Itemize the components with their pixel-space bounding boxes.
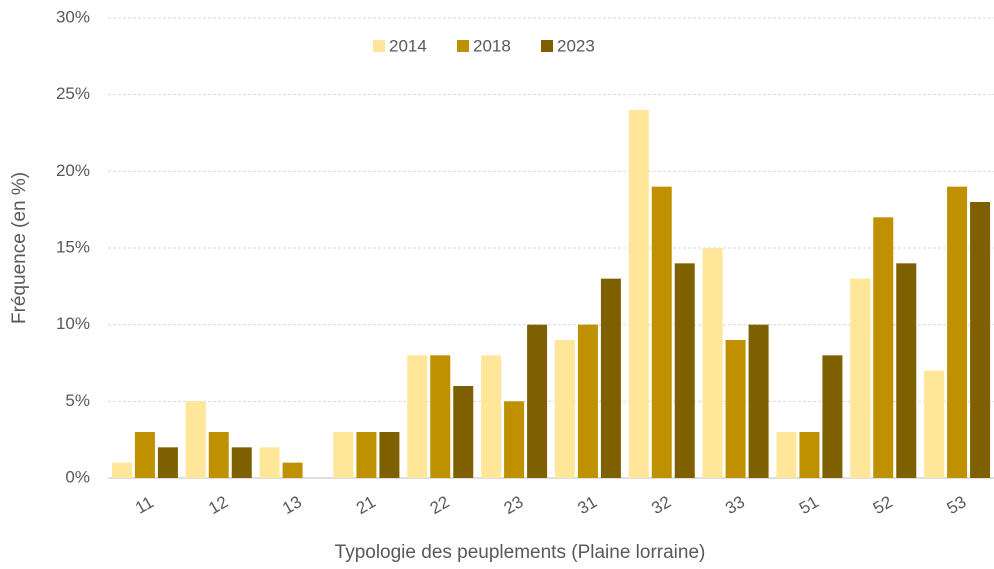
x-tick-label: 21 [353,492,379,518]
bar [504,401,525,478]
bar [776,432,797,478]
x-tick-label: 32 [648,492,674,518]
bar [527,324,548,478]
x-tick-label: 23 [501,492,527,518]
bar [134,432,155,478]
bar [379,432,400,478]
bar [970,202,991,478]
x-tick-label: 12 [205,492,231,518]
y-tick-label: 20% [56,161,90,180]
bar [799,432,820,478]
bar [651,186,672,478]
x-tick-label: 11 [132,492,157,517]
bar [208,432,229,478]
bar [157,447,178,478]
y-tick-label: 30% [56,7,90,26]
bar [111,462,132,478]
bar [577,324,598,478]
bar [702,248,723,478]
legend-swatch [457,40,469,52]
bar [873,217,894,479]
bar [481,355,502,478]
bar [282,462,303,478]
x-axis-title: Typologie des peuplements (Plaine lorrai… [335,542,706,563]
bar [453,386,474,478]
bar [356,432,377,478]
bar [259,447,280,478]
bar [600,278,621,478]
legend-swatch [541,40,553,52]
y-tick-label: 0% [65,467,90,486]
y-tick-label: 5% [65,391,90,410]
bar [231,447,252,478]
x-tick-label: 13 [279,492,305,518]
bar [947,186,968,478]
bar [725,340,746,478]
bar [924,370,945,478]
bar [554,340,575,478]
x-tick-label: 51 [796,492,822,518]
legend-label: 2014 [389,36,427,55]
legend-label: 2023 [557,36,595,55]
bar [748,324,769,478]
legend-label: 2018 [473,36,511,55]
bar [822,355,843,478]
bar [407,355,428,478]
legend-swatch [373,40,385,52]
bar [674,263,695,478]
bar [430,355,451,478]
bar [896,263,917,478]
bar [628,110,649,478]
bar [850,278,871,478]
x-tick-label: 53 [944,492,970,518]
x-tick-label: 31 [574,492,600,518]
x-tick-label: 52 [870,492,896,518]
bar [185,401,206,478]
bar [333,432,354,478]
x-tick-label: 22 [427,492,453,518]
y-tick-label: 25% [56,84,90,103]
y-axis-title: Fréquence (en %) [9,172,30,324]
x-tick-label: 33 [722,492,748,518]
y-tick-label: 10% [56,314,90,333]
y-tick-label: 15% [56,237,90,256]
